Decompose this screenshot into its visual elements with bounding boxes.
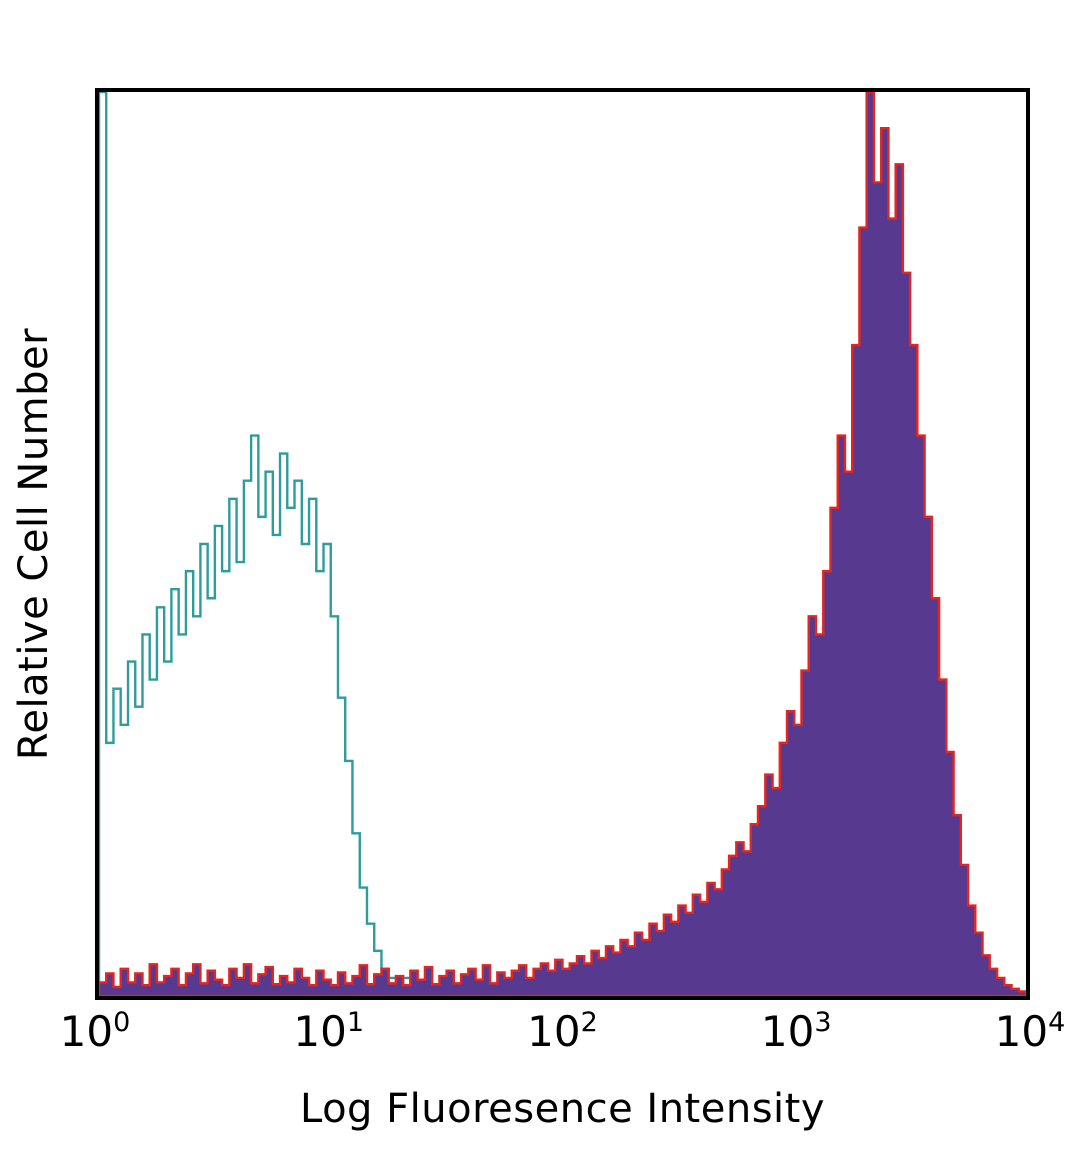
x-axis-ticks: 100 101 102 103 104	[60, 1007, 1066, 1074]
plot-area	[95, 88, 1030, 1000]
x-tick-label-10e3: 103	[760, 1007, 832, 1056]
x-axis-label: Log Fluoresence Intensity	[300, 1086, 825, 1132]
y-axis-label: Relative Cell Number	[11, 327, 57, 761]
series-stained-sample	[99, 92, 1026, 996]
histogram-plot	[99, 92, 1026, 996]
x-tick-label-10e1: 101	[293, 1007, 365, 1056]
x-tick-label-10e4: 104	[994, 1007, 1066, 1056]
x-tick-label-10e0: 100	[59, 1007, 131, 1056]
x-tick-label-10e2: 102	[527, 1007, 598, 1056]
